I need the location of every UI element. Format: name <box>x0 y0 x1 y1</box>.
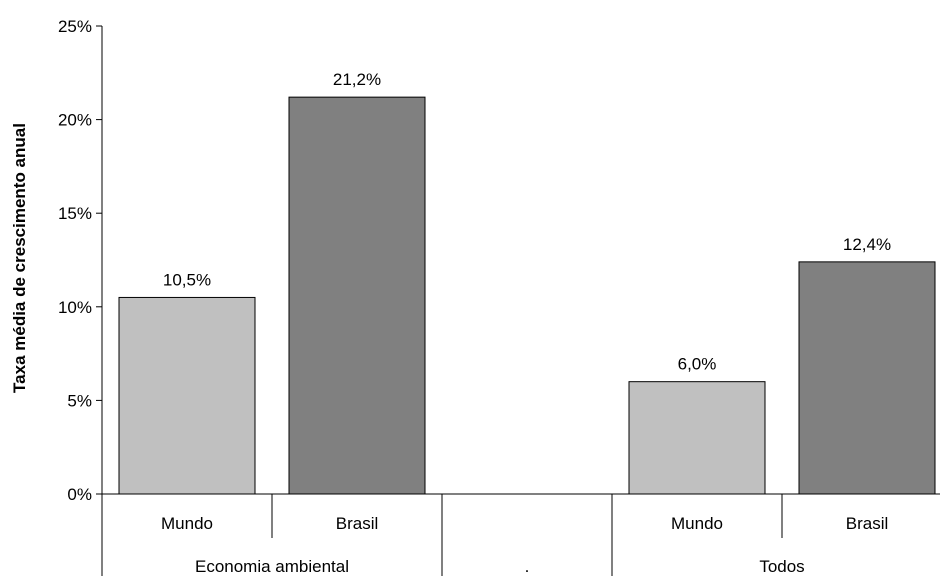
category-labels: Mundo Brasil Mundo Brasil Economia ambiental… <box>161 514 888 576</box>
y-tick-label: 0% <box>67 485 92 504</box>
category-label: Brasil <box>846 514 889 533</box>
bar-todos-mundo <box>628 381 766 495</box>
data-label: 21,2% <box>333 70 381 89</box>
y-tick-label: 15% <box>58 204 92 223</box>
data-label: 6,0% <box>678 355 717 374</box>
y-tick-label: 25% <box>58 17 92 36</box>
y-tick-label: 5% <box>67 391 92 410</box>
data-labels: 10,5% 21,2% 6,0% 12,4% <box>163 70 891 374</box>
category-label: Mundo <box>161 514 213 533</box>
y-tick-label: 20% <box>58 111 92 130</box>
category-label: Mundo <box>671 514 723 533</box>
bar-todos-brasil <box>798 261 936 495</box>
data-label: 12,4% <box>843 235 891 254</box>
bar-economia-ambiental-brasil <box>288 96 426 495</box>
bars <box>118 96 936 495</box>
group-label: . <box>525 557 530 576</box>
group-label: Todos <box>759 557 804 576</box>
data-label: 10,5% <box>163 270 211 289</box>
category-label: Brasil <box>336 514 379 533</box>
y-tick-label: 10% <box>58 298 92 317</box>
group-label: Economia ambiental <box>195 557 349 576</box>
bar-economia-ambiental-mundo <box>118 296 256 495</box>
y-axis-label: Taxa média de crescimento anual <box>10 123 29 393</box>
